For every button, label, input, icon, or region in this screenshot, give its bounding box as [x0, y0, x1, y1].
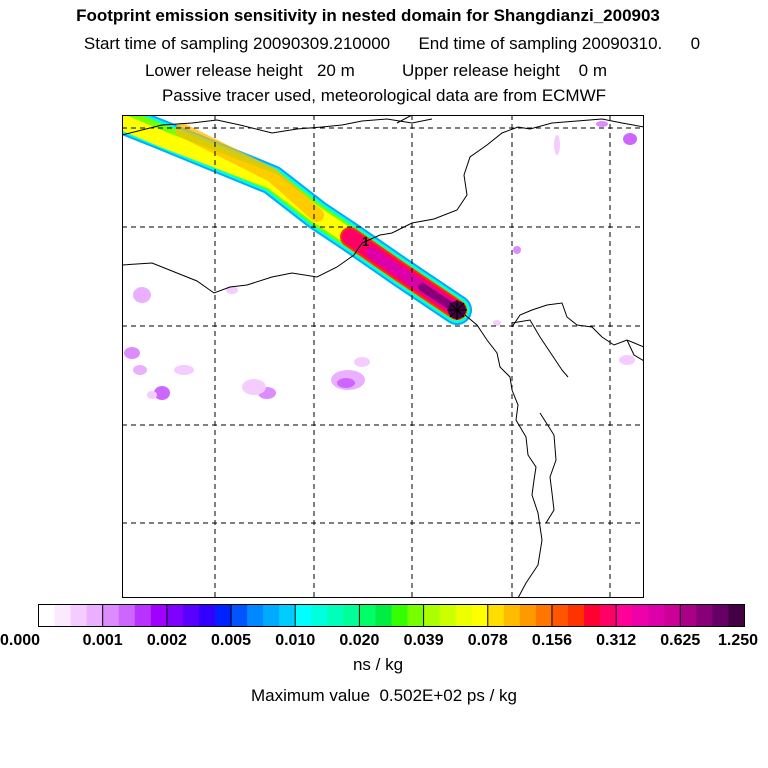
colorbar-swatch — [247, 604, 264, 627]
colorbar-swatch — [471, 604, 489, 627]
colorbar-swatch — [182, 604, 200, 627]
colorbar-swatch — [535, 604, 553, 627]
colorbar-swatch — [551, 604, 569, 627]
receptor-label: 1 — [362, 234, 369, 249]
colorbar-swatch — [503, 604, 521, 627]
colorbar-swatch — [712, 604, 729, 627]
colorbar-swatch — [295, 604, 312, 627]
colorbar-swatch — [215, 604, 232, 627]
colorbar-swatch — [166, 604, 184, 627]
colorbar-swatch — [150, 604, 168, 627]
colorbar-tick-labels: 0.000 0.001 0.002 0.005 0.010 0.020 0.039 0.078… — [0, 632, 758, 649]
colorbar-swatch — [391, 604, 408, 627]
colorbar-swatch — [568, 604, 585, 627]
colorbar-swatch — [263, 604, 280, 627]
colorbar-swatch — [423, 604, 441, 627]
colorbar-swatch — [86, 604, 104, 627]
colorbar-tick-label: 0.001 — [83, 632, 123, 649]
plume-band-orange — [175, 123, 324, 222]
map-title: Footprint emission sensitivity in nested… — [76, 6, 660, 25]
maximum-value-line: Maximum value 0.502E+02 ps / kg — [251, 686, 517, 705]
colorbar-tick-label: 0.000 — [0, 632, 40, 649]
tracer-info-line: Passive tracer used, meteorological data… — [161, 86, 607, 105]
colorbar-tick-label: 0.010 — [275, 632, 315, 649]
colorbar-swatch — [728, 604, 745, 627]
colorbar-swatch — [664, 604, 681, 627]
colorbar-swatch — [279, 604, 296, 627]
colorbar-frame — [38, 604, 745, 627]
sampling-time-line: Start time of sampling 20090309.210000 E… — [83, 34, 701, 53]
colorbar-swatch — [231, 604, 248, 627]
plume — [122, 115, 472, 325]
colorbar-swatch — [632, 604, 649, 627]
release-height-line: Lower release height 20 m Upper release … — [144, 61, 608, 80]
colorbar-swatch — [696, 604, 713, 627]
colorbar-swatch — [327, 604, 344, 627]
colorbar-swatch — [600, 604, 617, 627]
colorbar-swatch — [359, 604, 376, 627]
colorbar-tick-label: 0.039 — [404, 632, 444, 649]
colorbar-swatch — [680, 604, 697, 627]
colorbar-swatch — [38, 604, 55, 627]
colorbar-swatch — [584, 604, 601, 627]
colorbar-swatch — [134, 604, 152, 627]
coastlines — [122, 115, 644, 598]
receptor-marker — [447, 300, 467, 320]
colorbar-swatch — [487, 604, 505, 627]
colorbar-swatch — [311, 604, 328, 627]
colorbar-tick-label: 1.250 — [718, 632, 758, 649]
colorbar-dividers — [102, 604, 681, 627]
colorbar-tick-label: 0.020 — [339, 632, 379, 649]
colorbar-tick-label: 0.005 — [211, 632, 251, 649]
colorbar-swatch — [455, 604, 473, 627]
colorbar-swatch — [54, 604, 71, 627]
colorbar-swatch — [616, 604, 633, 627]
colorbar-tick-label: 0.156 — [532, 632, 572, 649]
colorbar-tick-label: 0.625 — [660, 632, 700, 649]
colorbar-swatch — [102, 604, 120, 627]
colorbar-swatch — [198, 604, 216, 627]
colorbar-tick-label: 0.078 — [468, 632, 508, 649]
colorbar-swatches — [38, 604, 745, 627]
colorbar-swatch — [439, 604, 457, 627]
colorbar-tick-label: 0.002 — [147, 632, 187, 649]
colorbar-swatch — [70, 604, 88, 627]
colorbar-swatch — [118, 604, 136, 627]
low-sensitivity-patches — [124, 121, 637, 400]
footprint-map: 1 — [122, 115, 644, 598]
graticule — [122, 115, 644, 598]
colorbar-legend: 0.000 0.001 0.002 0.005 0.010 0.020 0.039 0.078… — [0, 604, 758, 649]
colorbar-swatch — [648, 604, 665, 627]
colorbar-swatch — [375, 604, 392, 627]
colorbar-swatch — [343, 604, 360, 627]
colorbar-swatch — [519, 604, 537, 627]
unit-label: ns / kg — [352, 655, 404, 674]
colorbar-tick-label: 0.312 — [596, 632, 636, 649]
colorbar-swatch — [407, 604, 424, 627]
